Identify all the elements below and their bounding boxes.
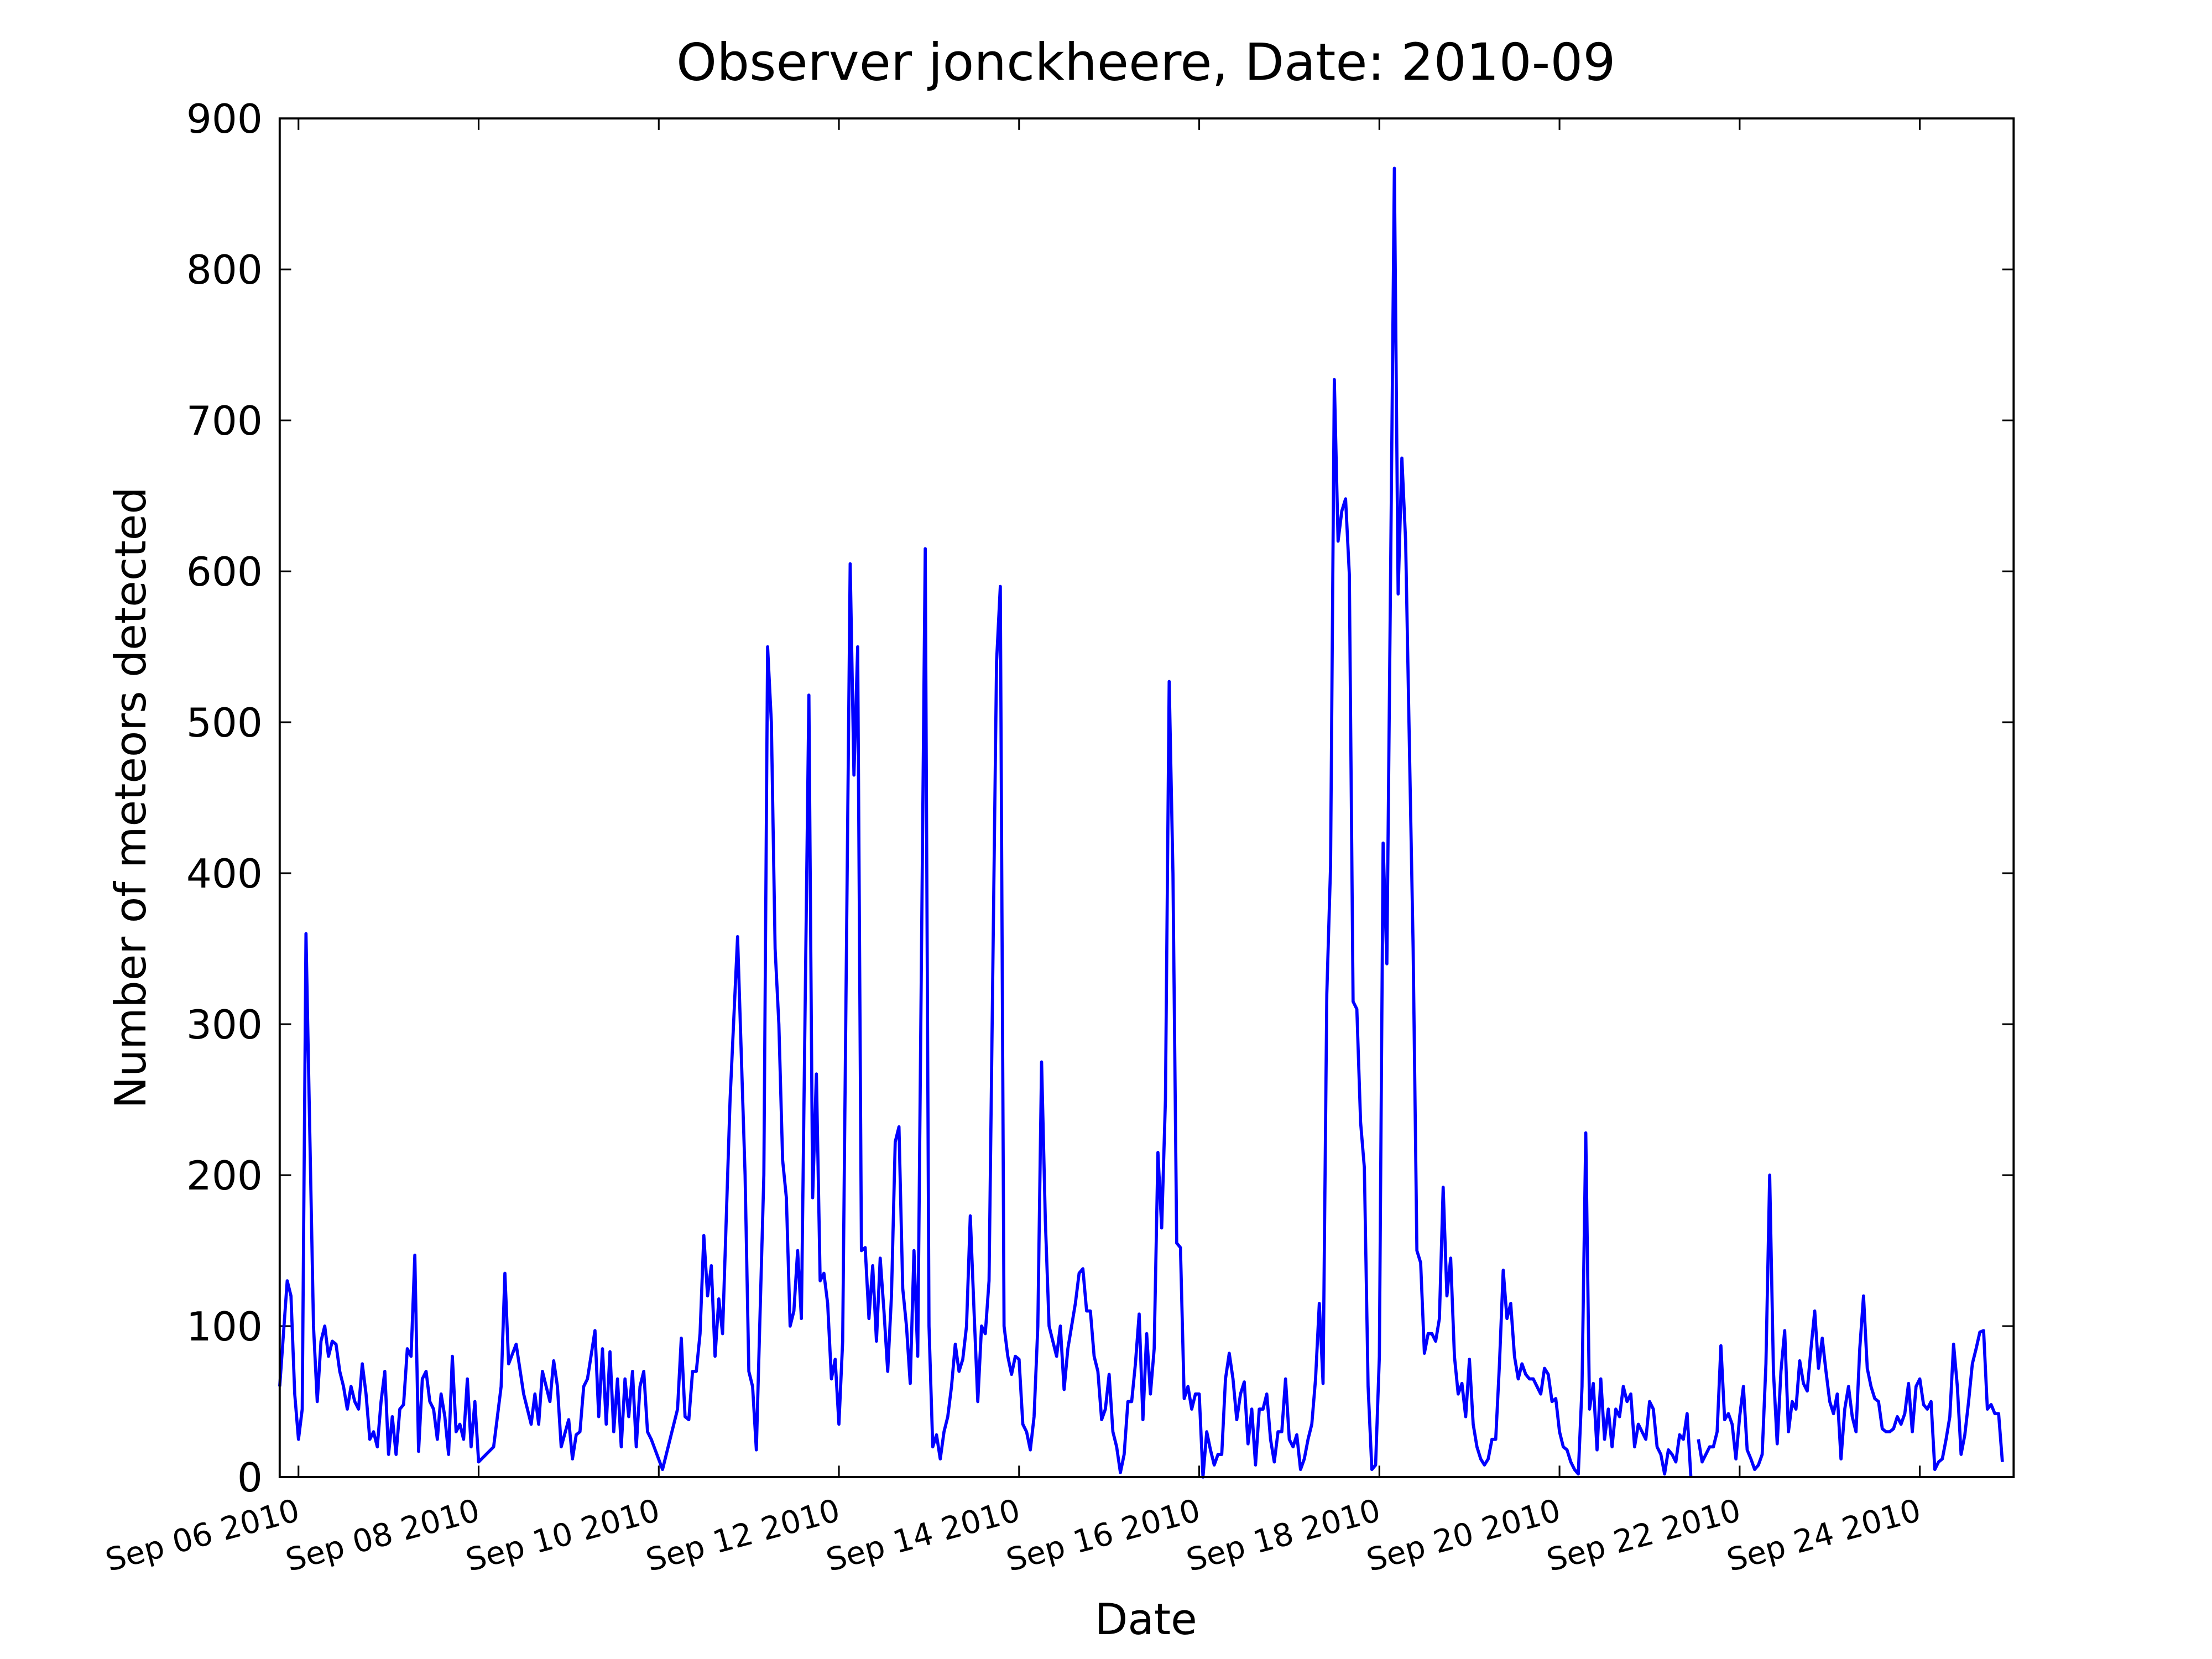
y-tick-label: 500 <box>186 700 263 747</box>
y-tick-label: 900 <box>186 96 263 143</box>
y-tick-label: 0 <box>237 1455 263 1501</box>
y-tick-label: 600 <box>186 549 263 596</box>
y-tick-label: 400 <box>186 851 263 898</box>
chart-title: Observer jonckheere, Date: 2010-09 <box>676 33 1616 92</box>
x-axis-label: Date <box>1095 1595 1197 1645</box>
y-tick-label: 200 <box>186 1153 263 1199</box>
y-tick-label: 800 <box>186 247 263 294</box>
y-tick-label: 700 <box>186 398 263 445</box>
plot-frame <box>278 117 2015 1478</box>
y-tick-label: 100 <box>186 1304 263 1350</box>
data-line <box>278 166 2004 1479</box>
y-tick-label: 300 <box>186 1002 263 1048</box>
y-axis-label: Number of meteors detected <box>106 487 156 1108</box>
